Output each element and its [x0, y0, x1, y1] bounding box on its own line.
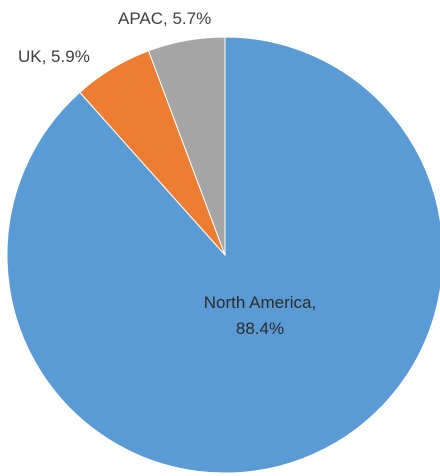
- slice-label-uk: UK, 5.9%: [18, 47, 90, 66]
- pie-labels: North America, 88.4% UK, 5.9% APAC, 5.7%: [18, 9, 316, 338]
- slice-label-north-america: North America, 88.4%: [204, 293, 316, 338]
- slice-label-apac: APAC, 5.7%: [118, 9, 211, 28]
- pie-slice-apac: [147, 36, 226, 256]
- pie-slice-north-america: [6, 36, 440, 474]
- pie-slices: [6, 36, 440, 474]
